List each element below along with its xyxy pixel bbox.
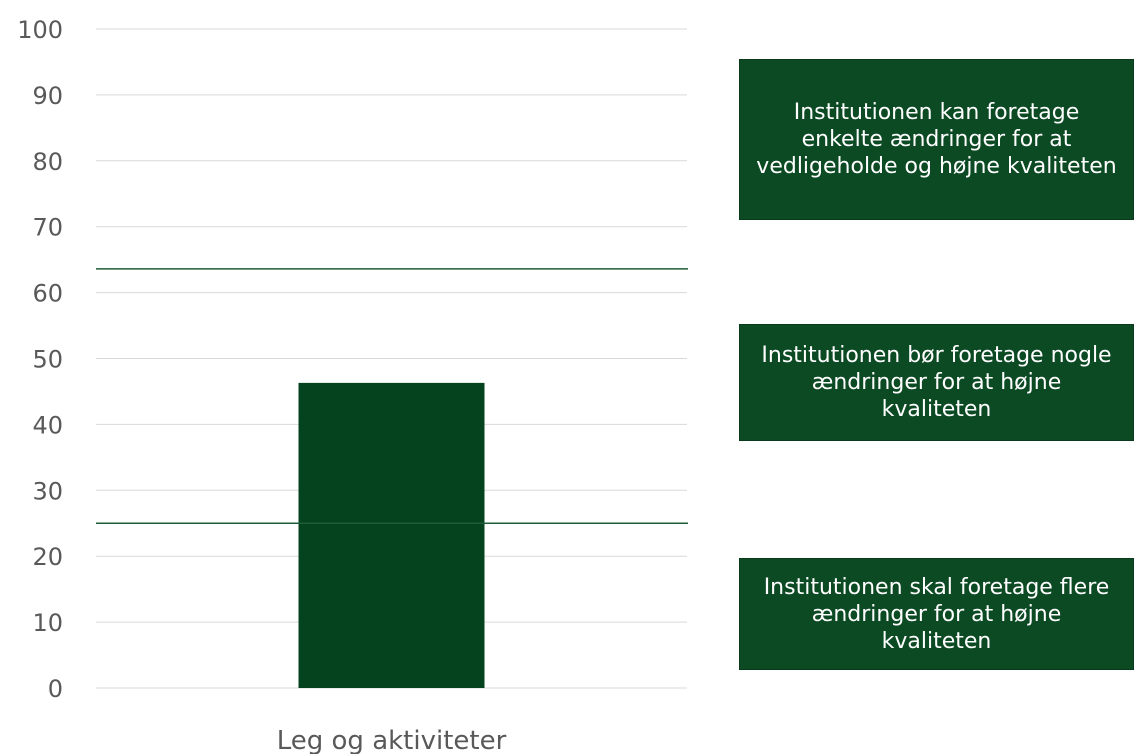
quality-note-medium-text: Institutionen bør foretage nogle ændring… [761, 343, 1112, 422]
y-tick-label-0: 0 [48, 675, 63, 703]
y-tick-label-20: 20 [32, 543, 63, 571]
quality-note-low: Institutionen skal foretage flere ændrin… [739, 558, 1134, 670]
y-tick-label-60: 60 [32, 280, 63, 308]
y-tick-label-90: 90 [32, 82, 63, 110]
quality-note-medium: Institutionen bør foretage nogle ændring… [739, 324, 1134, 441]
quality-note-high-text: Institutionen kan foretage enkelte ændri… [756, 100, 1117, 179]
y-tick-label-40: 40 [32, 411, 63, 439]
y-tick-label-80: 80 [32, 148, 63, 176]
y-tick-label-50: 50 [32, 346, 63, 374]
y-tick-label-30: 30 [32, 477, 63, 505]
quality-note-low-text: Institutionen skal foretage flere ændrin… [763, 574, 1110, 654]
bar-0 [298, 382, 485, 688]
y-tick-label-70: 70 [32, 214, 63, 242]
y-tick-label-100: 100 [17, 16, 63, 44]
x-category-label-0: Leg og aktiviteter [277, 726, 507, 754]
quality-note-high: Institutionen kan foretage enkelte ændri… [739, 59, 1134, 220]
y-tick-label-10: 10 [32, 609, 63, 637]
